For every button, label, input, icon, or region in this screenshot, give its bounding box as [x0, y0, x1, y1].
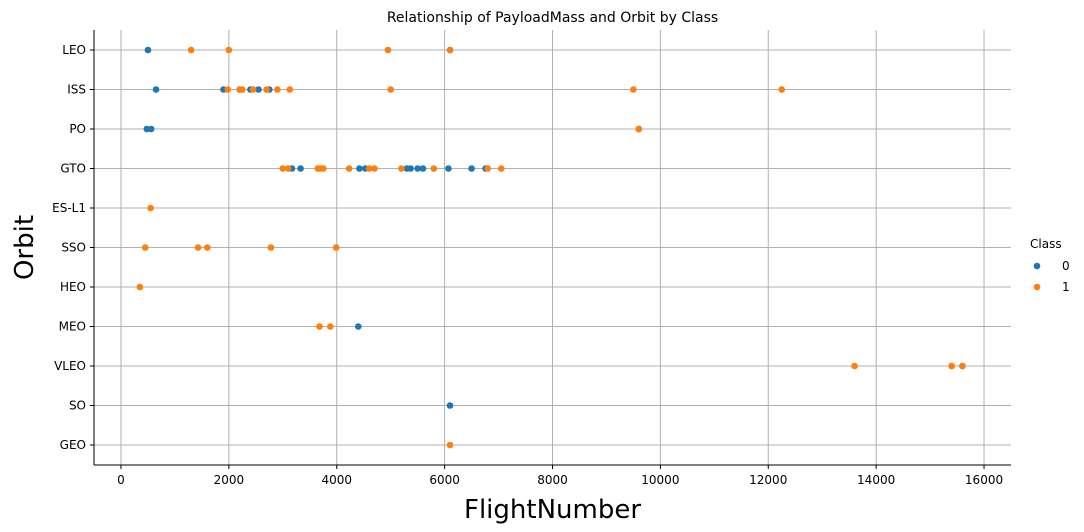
data-point-class-1 [778, 86, 786, 93]
data-point-class-1 [147, 204, 154, 212]
x-axis-title: FlightNumber [464, 495, 641, 525]
data-point-class-1 [387, 86, 394, 93]
data-point-class-1 [948, 362, 955, 370]
data-point-class-1 [371, 165, 378, 172]
data-point-class-0 [144, 46, 152, 54]
y-tick-label: GTO [60, 162, 86, 176]
y-tick-label: ISS [67, 83, 86, 97]
y-tick-label: LEO [62, 43, 86, 57]
chart-title: Relationship of PayloadMass and Orbit by… [387, 10, 718, 26]
data-point-class-1 [141, 244, 149, 251]
data-point-class-1 [225, 46, 233, 54]
x-tick-label: 4000 [321, 473, 352, 487]
data-point-class-1 [316, 323, 323, 330]
x-tick-label: 6000 [429, 473, 460, 487]
y-tick-label: VLEO [54, 359, 86, 373]
data-point-class-1 [630, 86, 637, 93]
data-point-class-0 [446, 402, 454, 409]
y-tick-label: ES-L1 [52, 201, 86, 215]
y-tick-label: GEO [60, 438, 86, 452]
data-point-class-1 [249, 86, 257, 93]
data-point-class-1 [430, 165, 438, 172]
legend-marker-class-1 [1033, 283, 1041, 291]
legend-marker-class-0 [1033, 262, 1041, 270]
y-tick-label: SO [69, 399, 86, 413]
legend-label-class-0: 0 [1062, 259, 1070, 273]
data-point-class-0 [147, 125, 155, 133]
y-tick-label: HEO [60, 280, 86, 294]
data-point-class-1 [635, 125, 643, 133]
legend: Class 0 1 [1030, 237, 1070, 294]
data-point-class-1 [279, 165, 287, 172]
data-point-class-1 [384, 46, 392, 54]
data-point-class-1 [187, 46, 195, 54]
x-tick-label: 14000 [857, 473, 895, 487]
legend-label-class-1: 1 [1062, 280, 1070, 294]
x-tick-label: 10000 [641, 473, 679, 487]
data-point-class-0 [468, 165, 475, 172]
data-point-class-0 [356, 165, 363, 172]
y-tick-label: SSO [61, 241, 86, 255]
data-point-class-1 [284, 165, 292, 172]
x-tick-label: 12000 [749, 473, 787, 487]
x-tick-label: 2000 [214, 473, 245, 487]
data-point-class-1 [398, 165, 405, 172]
data-point-class-1 [286, 86, 294, 93]
data-point-class-1 [274, 86, 281, 93]
data-point-class-1 [446, 441, 454, 449]
data-point-class-1 [194, 244, 202, 251]
data-point-class-1 [203, 244, 211, 251]
data-point-class-0 [297, 165, 304, 172]
data-point-class-0 [414, 165, 421, 172]
data-point-class-1 [224, 86, 232, 93]
data-point-class-1 [497, 165, 505, 172]
x-tick-label: 8000 [537, 473, 568, 487]
data-point-class-1 [446, 46, 454, 54]
data-point-class-0 [255, 86, 262, 93]
data-point-class-0 [419, 165, 427, 172]
y-axis-title: Orbit [10, 215, 40, 280]
data-point-class-0 [355, 323, 362, 330]
data-point-class-1 [851, 362, 858, 370]
legend-title: Class [1030, 237, 1062, 251]
x-tick-label: 0 [117, 473, 125, 487]
data-point-class-1 [267, 244, 275, 251]
y-tick-label: MEO [59, 320, 86, 334]
data-point-class-1 [484, 165, 492, 172]
data-point-class-0 [407, 165, 414, 172]
data-point-class-1 [365, 165, 373, 172]
data-point-class-1 [959, 362, 966, 370]
x-axis-ticks: 0 2000 4000 6000 8000 10000 12000 14000 16000 [117, 465, 1003, 487]
grid-layer [94, 30, 1011, 465]
x-tick-label: 16000 [965, 473, 1003, 487]
data-point-class-1 [326, 323, 334, 330]
y-axis-ticks: LEO ISS PO GTO ES-L1 SSO HEO MEO VLEO SO GEO [52, 43, 94, 452]
y-tick-label: PO [69, 122, 86, 136]
data-point-class-1 [263, 86, 270, 93]
data-point-class-1 [332, 244, 340, 251]
data-point-class-1 [239, 86, 246, 93]
data-point-class-1 [136, 283, 144, 291]
data-point-class-0 [152, 86, 160, 93]
data-point-class-1 [345, 165, 353, 172]
data-point-class-0 [445, 165, 452, 172]
data-point-class-1 [319, 165, 327, 172]
data-points [136, 46, 966, 449]
